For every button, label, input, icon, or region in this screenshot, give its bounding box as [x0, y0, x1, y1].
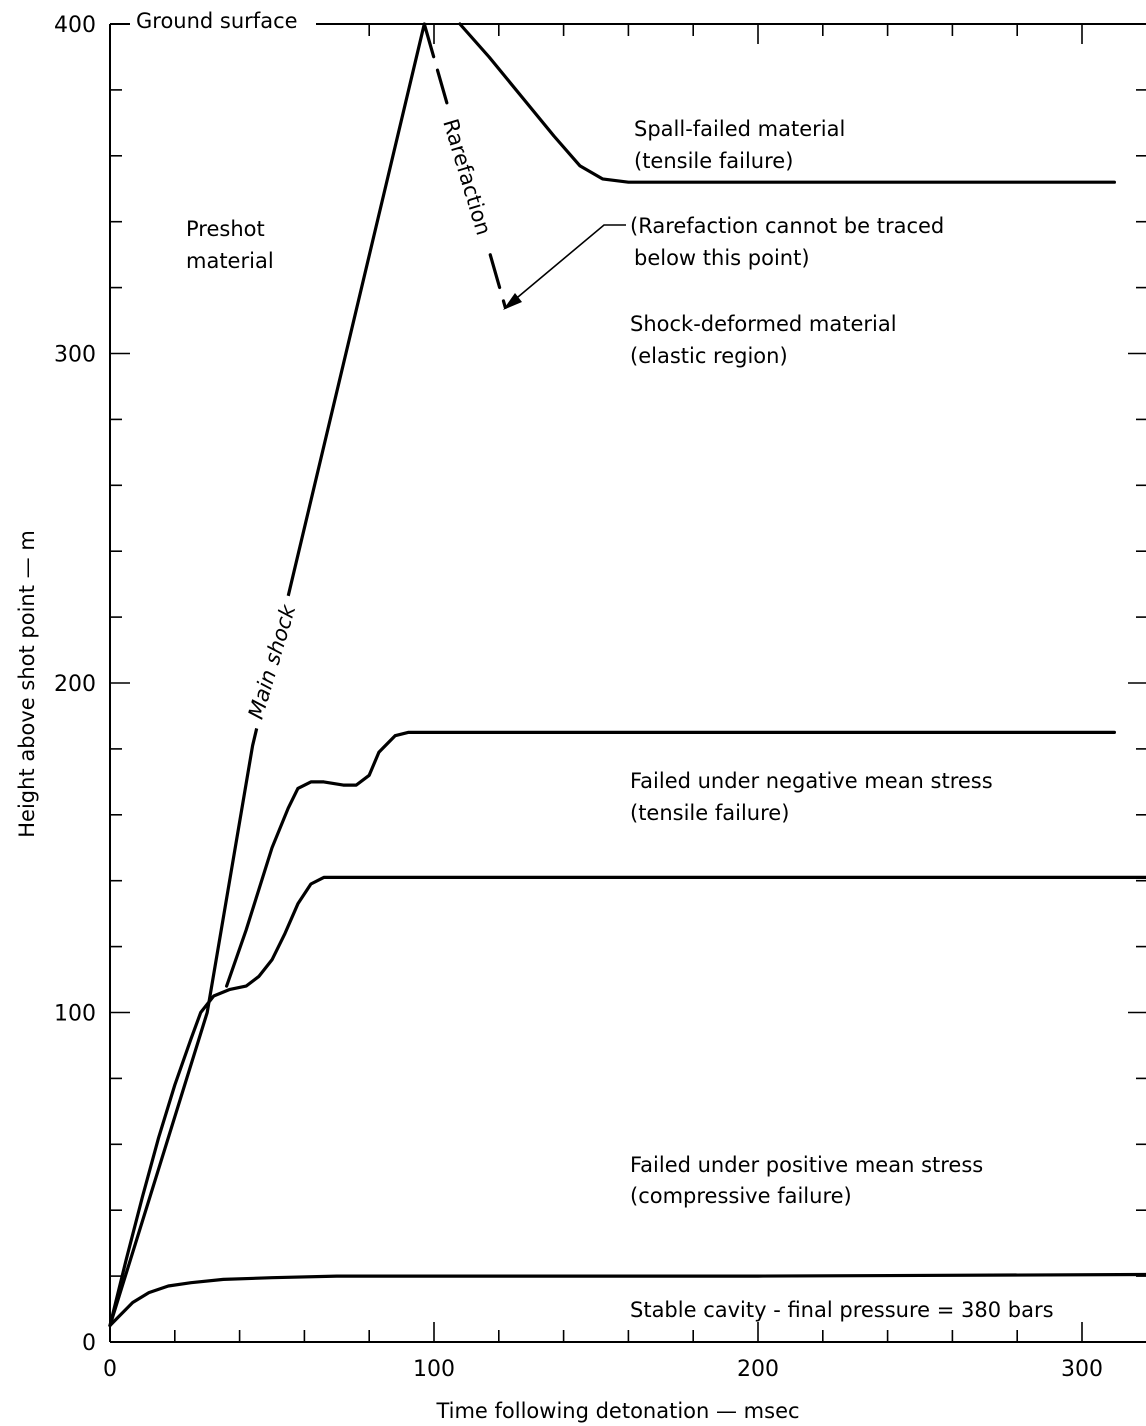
negative-stress-boundary-curve	[225, 730, 1117, 988]
x-tick-label: 300	[1061, 1357, 1103, 1382]
main-shock-curve	[108, 22, 426, 1328]
trace-note-line2: below this point)	[634, 246, 810, 270]
y-tick-label: 300	[54, 343, 96, 368]
annotations: Ground surface Spall-failed material (te…	[130, 6, 1054, 1322]
spall-label-line2: (tensile failure)	[634, 149, 793, 173]
ground-surface-label: Ground surface	[136, 9, 298, 33]
y-axis-title: Height above shot point — m	[15, 530, 39, 838]
y-tick-label: 200	[54, 672, 96, 697]
y-tick-label: 100	[54, 1002, 96, 1027]
trace-note-leader	[511, 224, 626, 303]
positive-stress-boundary-curve	[108, 875, 1146, 1328]
x-tick-label: 0	[103, 1357, 117, 1382]
rarefaction-label-group: Rarefaction	[430, 101, 504, 253]
x-tick-label: 100	[413, 1357, 455, 1382]
positive-stress-label-line1: Failed under positive mean stress	[630, 1153, 983, 1177]
spall-label-line1: Spall-failed material	[634, 117, 845, 141]
trace-note-line1: (Rarefaction cannot be traced	[630, 214, 944, 238]
preshot-label-line1: Preshot	[186, 217, 265, 241]
shock-deformed-label-line2: (elastic region)	[630, 344, 788, 368]
cavity-boundary-curve	[108, 1272, 1146, 1328]
axis-ticks: 0 100 200 300 0 100 200 300 400	[54, 13, 1146, 1382]
rarefaction-label-bg	[430, 101, 504, 253]
y-tick-label: 0	[82, 1331, 96, 1356]
positive-stress-label-line2: (compressive failure)	[630, 1184, 852, 1208]
stable-cavity-label: Stable cavity - final pressure = 380 bar…	[630, 1298, 1054, 1322]
ground-surface-label-bg	[130, 6, 316, 36]
main-shock-label-group: Main shock	[237, 592, 307, 732]
negative-stress-label-line2: (tensile failure)	[630, 801, 789, 825]
x-axis-title: Time following detonation — msec	[435, 1399, 799, 1423]
y-tick-label: 400	[54, 13, 96, 38]
main-shock-label-bg	[237, 592, 307, 732]
spall-boundary-curve	[458, 22, 1117, 184]
negative-stress-label-line1: Failed under negative mean stress	[630, 769, 993, 793]
shock-deformed-label-line1: Shock-deformed material	[630, 312, 897, 336]
preshot-label-line2: material	[186, 249, 274, 273]
x-tick-label: 200	[737, 1357, 779, 1382]
trace-note-arrowhead	[503, 293, 522, 310]
